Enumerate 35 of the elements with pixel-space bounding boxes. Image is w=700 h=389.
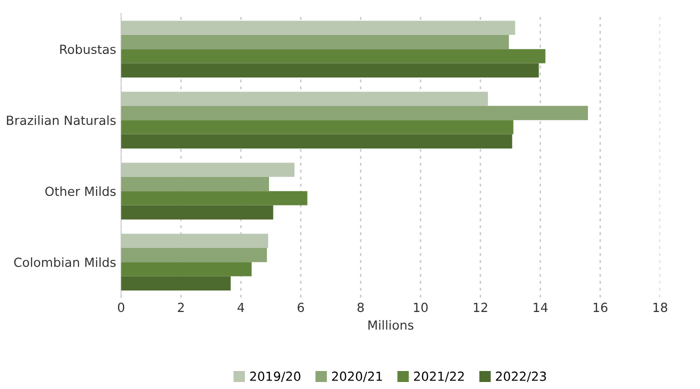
y-tick-label: Robustas — [60, 44, 116, 54]
bar — [121, 234, 268, 248]
bar — [121, 191, 308, 206]
y-tick-label: Other Milds — [45, 186, 116, 196]
x-tick-label: 0 — [118, 302, 124, 312]
x-tick-label: 6 — [298, 302, 304, 312]
bar — [121, 34, 509, 50]
bar — [121, 20, 516, 35]
bar — [121, 134, 512, 148]
x-tick-label: 12 — [474, 302, 488, 312]
x-tick-label: 4 — [238, 302, 244, 312]
x-tick-label: 8 — [358, 302, 364, 312]
bar — [121, 92, 488, 106]
bar — [121, 276, 231, 290]
bar — [121, 49, 546, 64]
y-tick-label: Colombian Milds — [14, 257, 116, 268]
bar — [121, 162, 294, 177]
x-axis-title: Millions — [368, 320, 414, 330]
y-tick-label: Brazilian Naturals — [6, 115, 116, 126]
bar — [121, 106, 588, 120]
bar — [121, 248, 267, 262]
x-tick-label: 2 — [178, 302, 184, 312]
bar — [121, 205, 274, 220]
x-tick-label: 18 — [654, 302, 668, 312]
x-tick-label: 10 — [414, 302, 428, 312]
x-tick-label: 14 — [534, 302, 548, 312]
legend-label: 2019/20 — [250, 372, 300, 382]
bar — [121, 120, 514, 134]
legend-label: 2020/21 — [332, 372, 382, 382]
bar — [121, 262, 252, 276]
bar — [121, 63, 539, 78]
legend-label: 2021/22 — [414, 372, 464, 382]
x-tick-label: 16 — [594, 302, 608, 312]
legend-label: 2022/23 — [496, 372, 546, 382]
bar — [121, 176, 270, 192]
